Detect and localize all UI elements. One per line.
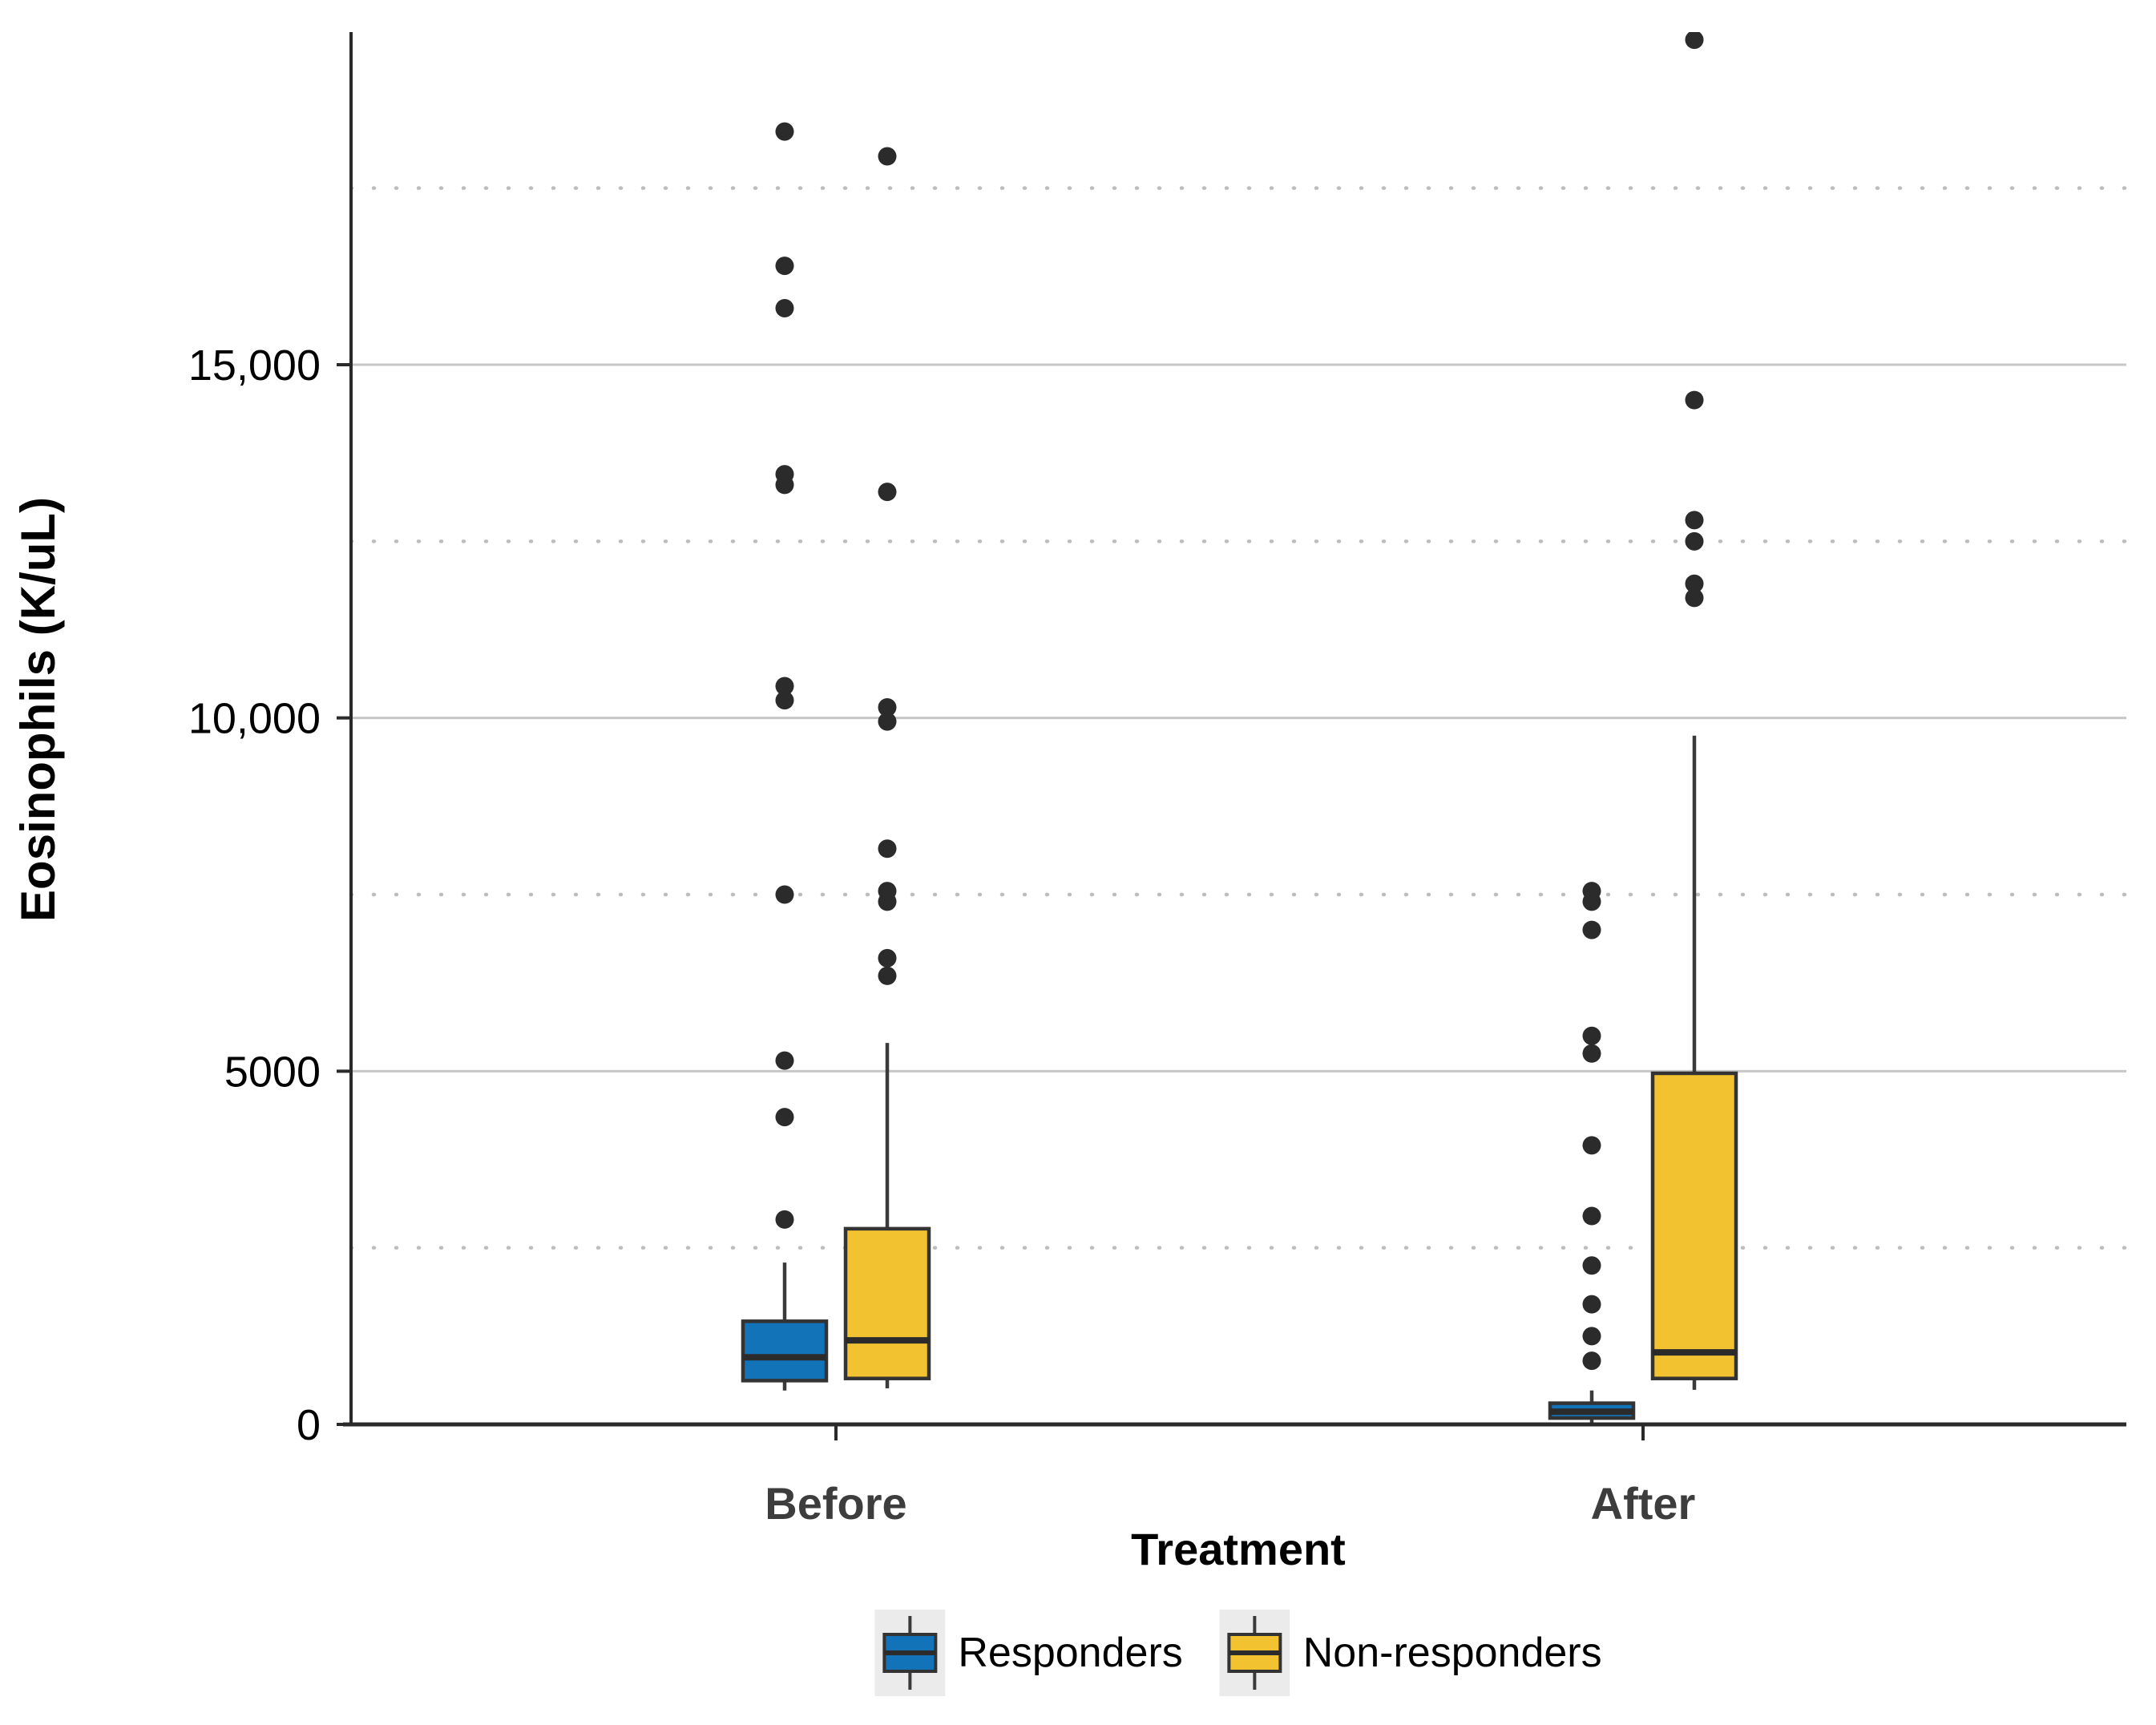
outlier-point (1582, 1026, 1601, 1045)
outlier-point (775, 1051, 794, 1070)
outlier-point (775, 691, 794, 710)
box-non-responders-before (843, 1226, 931, 1380)
outlier-point (878, 948, 897, 968)
box-non-responders-after (1650, 1071, 1738, 1380)
outlier-point (775, 257, 794, 276)
box-group-responders-after (1548, 882, 1636, 1424)
box-group-responders-before (741, 122, 829, 1391)
outlier-point (878, 697, 897, 717)
y-tick-label: 5000 (224, 1048, 321, 1096)
legend-label-responders: Responders (958, 1630, 1183, 1676)
outlier-point (775, 677, 794, 696)
non-responders-boxplot-key-icon (1219, 1610, 1290, 1696)
outlier-point (1685, 390, 1704, 410)
outlier-point (1582, 1327, 1601, 1346)
box-group-non-responders-after (1650, 32, 1738, 1390)
outlier-point (1685, 531, 1704, 551)
outlier-point (878, 882, 897, 901)
outlier-point (1582, 1295, 1601, 1314)
legend-item-responders: Responders (874, 1610, 1183, 1696)
outlier-point (775, 298, 794, 317)
box-responders-before (741, 1319, 829, 1383)
outlier-point (1582, 1136, 1601, 1155)
x-category-label-before: Before (765, 1478, 906, 1529)
outlier-point (775, 465, 794, 484)
legend-item-non-responders: Non-responders (1219, 1610, 1602, 1696)
outlier-point (1685, 511, 1704, 530)
outlier-point (775, 1108, 794, 1127)
outlier-point (1582, 882, 1601, 901)
outlier-point (1582, 1256, 1601, 1275)
outlier-point (775, 1210, 794, 1229)
plot-area (741, 32, 1738, 1424)
legend: Responders Non-responders (874, 1610, 1602, 1696)
box-group-non-responders-before (843, 147, 931, 1389)
outlier-point (1685, 588, 1704, 608)
y-tick-label: 10,000 (188, 695, 321, 743)
gridlines (349, 186, 2129, 1250)
outlier-point (878, 712, 897, 731)
outlier-point (1685, 574, 1704, 593)
outlier-point (775, 122, 794, 141)
outlier-point (1582, 1206, 1601, 1226)
axes (337, 32, 2126, 1440)
outlier-point (1685, 32, 1704, 50)
outlier-point (1582, 920, 1601, 939)
x-category-label-after: After (1591, 1478, 1696, 1529)
y-tick-label: 0 (297, 1401, 321, 1449)
outlier-point (878, 839, 897, 858)
outlier-point (878, 966, 897, 985)
outlier-point (878, 147, 897, 166)
responders-boxplot-key-icon (874, 1610, 946, 1696)
legend-label-non-responders: Non-responders (1302, 1630, 1602, 1676)
outlier-point (775, 885, 794, 904)
x-axis-title: Treatment (1131, 1524, 1346, 1574)
outlier-point (878, 483, 897, 502)
outlier-point (1582, 1351, 1601, 1371)
y-axis-title: Eosinophils (K/uL) (11, 497, 65, 922)
x-tick-labels: Before After (765, 1478, 1695, 1529)
outlier-point (1582, 1044, 1601, 1063)
y-tick-label: 15,000 (188, 341, 321, 390)
y-tick-labels: 0 5000 10,000 15,000 (188, 341, 321, 1449)
